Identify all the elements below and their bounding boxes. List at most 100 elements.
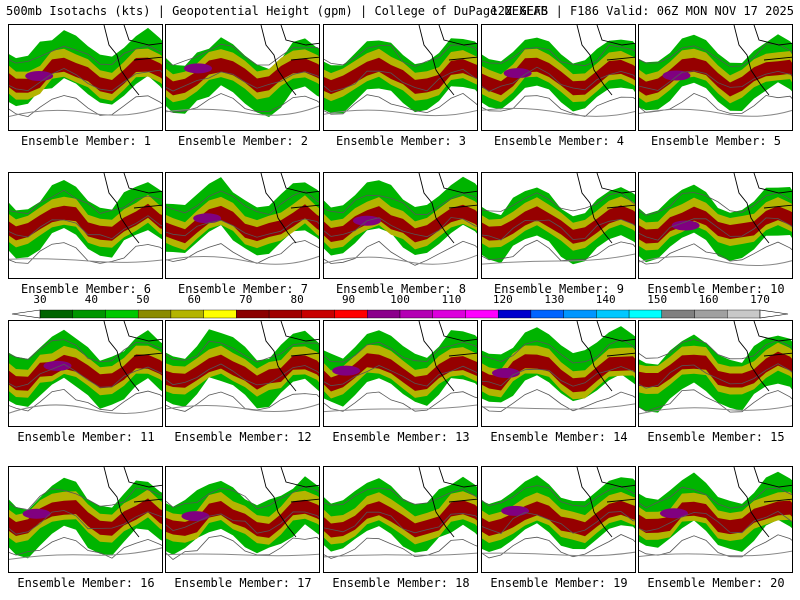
height-contour: [324, 44, 477, 67]
ensemble-map-panel: [165, 466, 320, 573]
ensemble-member-label: Ensemble Member: 10: [647, 282, 785, 296]
isotach-map: [639, 173, 792, 267]
ensemble-member-label: Ensemble Member: 2: [177, 134, 309, 148]
coastline-borders: [260, 467, 319, 538]
height-contour: [166, 535, 319, 561]
isotach-band-90kt: [482, 57, 635, 96]
jet-max-core: [662, 70, 691, 81]
colorbar-tick-label: 160: [698, 293, 719, 306]
jet-max-core: [181, 511, 210, 522]
ensemble-map-panel: [8, 172, 163, 279]
ensemble-member-label: Ensemble Member: 15: [647, 430, 785, 444]
height-contour: [482, 403, 635, 410]
isotach-band-90kt: [9, 203, 162, 241]
ensemble-map-panel: [481, 466, 636, 573]
height-contour: [482, 191, 635, 212]
height-contour: [324, 552, 477, 558]
height-contour: [324, 391, 477, 412]
ensemble-map-panel: [8, 320, 163, 427]
height-contour: [324, 487, 477, 506]
height-contour: [166, 340, 319, 363]
ensemble-member-label: Ensemble Member: 13: [332, 430, 470, 444]
isotach-band-90kt: [166, 354, 319, 390]
ensemble-map-panel: [638, 24, 793, 131]
height-contour: [482, 511, 635, 534]
height-contour: [166, 553, 319, 557]
colorbar-swatch: [301, 309, 335, 319]
height-contour: [482, 253, 635, 265]
isotach-map: [166, 321, 319, 413]
height-contour: [639, 70, 792, 91]
colorbar-tick-label: 40: [84, 293, 99, 306]
jet-max-core: [22, 508, 51, 519]
height-contour: [324, 341, 477, 363]
height-contour: [9, 258, 162, 263]
ensemble-member-label: Ensemble Member: 14: [490, 430, 628, 444]
ensemble-map-panel: [481, 172, 636, 279]
height-contour: [324, 240, 477, 266]
isotach-map: [482, 467, 635, 559]
height-contour: [9, 45, 162, 65]
height-contour: [9, 189, 162, 215]
isotach-map: [166, 467, 319, 561]
isotach-map: [166, 25, 319, 117]
ensemble-member-label: Ensemble Member: 7: [177, 282, 309, 296]
height-contour: [482, 366, 635, 387]
height-contour: [482, 551, 635, 557]
colorbar-swatch: [399, 309, 433, 319]
coastline-borders: [576, 25, 635, 96]
height-contour: [639, 510, 792, 534]
height-contour: [9, 404, 162, 414]
height-contour: [639, 550, 792, 557]
ensemble-member-label: Ensemble Member: 12: [174, 430, 312, 444]
isotach-map: [482, 173, 635, 265]
ensemble-map-panel: [638, 172, 793, 279]
isotach-map: [324, 467, 477, 559]
height-contour: [639, 217, 792, 241]
height-contour: [639, 363, 792, 389]
colorbar-min-arrow: [11, 309, 41, 319]
coastline-borders: [576, 173, 635, 244]
height-contour: [324, 254, 477, 265]
height-contour: [166, 511, 319, 534]
coastline-borders: [260, 173, 319, 244]
isotach-band-90kt: [324, 353, 477, 392]
colorbar-tick-label: 140: [595, 293, 616, 306]
colorbar-swatch: [105, 309, 139, 319]
height-contour: [324, 365, 477, 387]
coastline-borders: [103, 467, 162, 538]
isotach-map: [324, 173, 477, 266]
ensemble-member-label: Ensemble Member: 11: [17, 430, 155, 444]
colorbar-swatch: [465, 309, 499, 319]
coastline-borders: [576, 321, 635, 392]
jet-max-core: [43, 360, 72, 371]
isotach-band-90kt: [639, 57, 792, 97]
height-contour: [324, 92, 477, 115]
colorbar-tick-label: 110: [441, 293, 462, 306]
ensemble-map-panel: [323, 466, 478, 573]
ensemble-map-panel: [165, 172, 320, 279]
isotach-band-90kt: [324, 57, 477, 95]
ensemble-map-panel: [638, 466, 793, 573]
coastline-borders: [103, 25, 162, 96]
ensemble-member-label: Ensemble Member: 5: [650, 134, 782, 148]
colorbar-tick-label: 150: [647, 293, 668, 306]
isotach-band-90kt: [482, 205, 635, 244]
colorbar-swatch: [170, 309, 204, 319]
model-run-info: 12Z GEFS | F186 Valid: 06Z MON NOV 17 20…: [490, 4, 794, 18]
colorbar-swatch: [563, 309, 597, 319]
ensemble-map-panel: [165, 24, 320, 131]
ensemble-map-panel: [323, 320, 478, 427]
jet-max-core: [503, 68, 532, 79]
coastline-borders: [103, 321, 162, 392]
isotach-band-90kt: [9, 57, 162, 94]
ensemble-map-panel: [8, 24, 163, 131]
isotach-map: [9, 25, 162, 118]
height-contour: [639, 255, 792, 267]
jet-max-core: [501, 505, 530, 516]
isotach-map: [482, 25, 635, 118]
height-contour: [324, 404, 477, 413]
colorbar-swatch: [530, 309, 564, 319]
height-contour: [324, 109, 477, 117]
ensemble-member-label: Ensemble Member: 9: [493, 282, 625, 296]
